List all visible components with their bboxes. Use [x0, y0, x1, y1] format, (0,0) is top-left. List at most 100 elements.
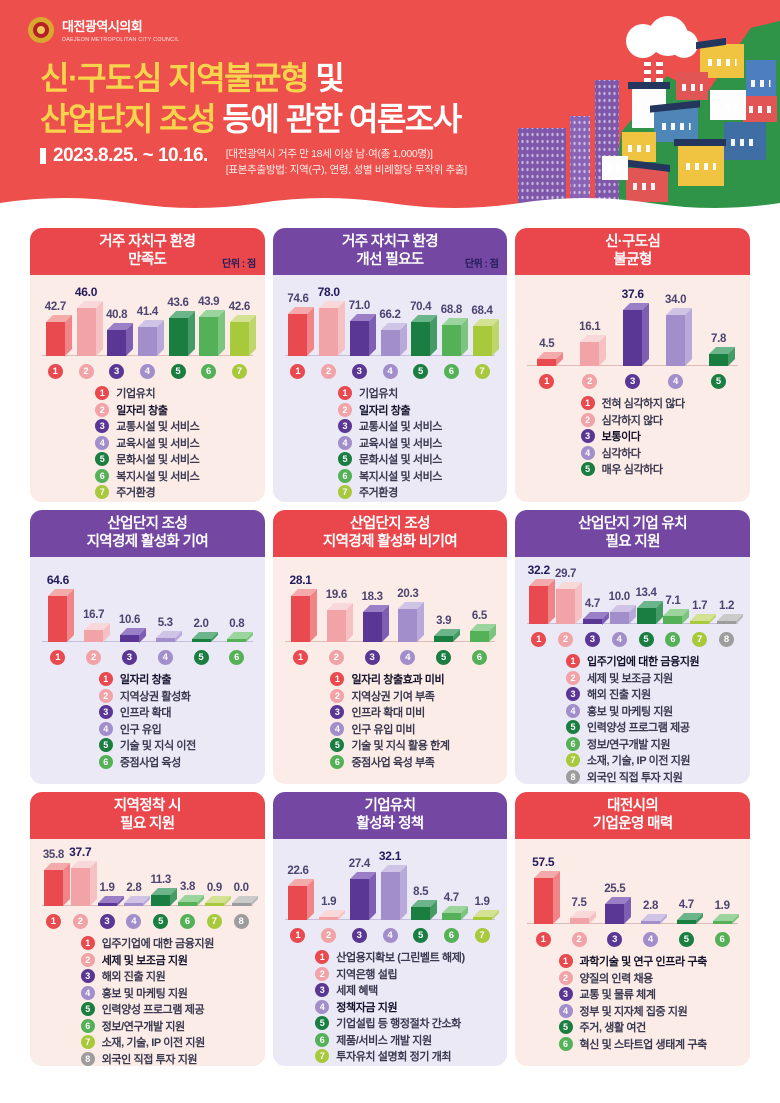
legend-item-label: 교육시설 및 서비스: [358, 437, 443, 450]
legend-item: 1 기업유치: [95, 386, 199, 400]
bar: [472, 910, 499, 920]
house-roof: [674, 139, 726, 146]
rank-badge: 3: [99, 914, 115, 929]
rank-badge: 4: [126, 914, 142, 929]
panel-header-industrial-complex-non-contribution: 산업단지 조성 지역경제 활성화 비기여: [272, 510, 508, 557]
bar: [472, 318, 499, 356]
rank-badge: 3: [351, 928, 367, 943]
legend-rank-badge: 6: [98, 754, 113, 769]
legend-rank-badge: 4: [330, 721, 345, 736]
bar-slot: 0.0 8: [228, 841, 258, 929]
legend-item: 4 홍보 및 마케팅 지원: [80, 985, 214, 1000]
bar-front: [288, 314, 308, 356]
bar-front: [137, 327, 157, 356]
bar-value-label: 78.0: [317, 285, 340, 299]
bar-value-label: 16.7: [83, 609, 105, 622]
legend-rank-badge: 2: [580, 412, 595, 427]
bar-slot: 64.6 1: [40, 559, 76, 665]
legend-item-label: 과학기술 및 연구 인프라 구축: [579, 956, 708, 968]
bar-slot: 4.7 6: [436, 841, 468, 943]
legend-item-label: 입주기업에 대한 금융지원: [101, 938, 215, 950]
bar-front: [580, 342, 600, 366]
legend-rank-badge: 4: [98, 721, 113, 736]
legend-rank-badge: 6: [566, 736, 581, 751]
bar-front: [605, 903, 625, 924]
legend-item: 2 일자리 창출: [337, 402, 442, 417]
bar-value-label: 7.1: [665, 594, 681, 607]
bar: [319, 301, 346, 356]
bar-chart-daejeon-business-appeal: 57.5 1 7.5 2 25.5 3 2.8 4 4.7 5 1.9 6: [515, 841, 750, 947]
unit-label: 단위 : 점: [222, 259, 256, 270]
legend-item: 7 소재, 기술, IP 이전 지원: [80, 1035, 214, 1049]
legend-item-label: 심각하지 않다: [601, 414, 663, 427]
bar-slot: 4.5 1: [525, 277, 568, 389]
bar-slot: 35.8 1: [40, 841, 70, 929]
rank-badge: 3: [109, 364, 125, 379]
bar-value-label: 41.4: [136, 306, 158, 319]
legend-rank-badge: 6: [558, 1036, 573, 1051]
bar-value-label: 46.0: [74, 285, 98, 299]
legend-item: 6 제품/서비스 개발 지원: [315, 1032, 464, 1047]
bar-slot: 4.7 5: [668, 841, 704, 947]
bar-value-label: 57.5: [532, 855, 555, 869]
legend-rank-badge: 4: [558, 1003, 573, 1018]
bar-slot: 40.8 3: [101, 277, 134, 379]
legend-rank-badge: 6: [337, 468, 352, 483]
panel-business-attraction-policy: 기업유치 활성화 정책 22.6 1 1.9 2 27.4 3 32.1 4 8.5 5 4.7 6 1.9…: [272, 792, 508, 1066]
bar-front: [349, 879, 369, 920]
bar-value-label: 20.3: [397, 587, 419, 600]
legend-item: 2 세제 및 보조금 지원: [566, 670, 699, 685]
bar-slot: 4.7 3: [579, 559, 609, 647]
bar-value-label: 37.7: [69, 845, 92, 859]
legend-item-label: 세제 및 보조금 지원: [101, 954, 188, 967]
bar-front: [168, 318, 188, 356]
legend-item: 3 세제 혜택: [315, 983, 464, 997]
house-roof: [628, 82, 670, 89]
bar-front: [556, 589, 576, 624]
bar-slot: 16.1 2: [568, 277, 611, 389]
bar-value-label: 43.6: [167, 297, 189, 309]
legend-rank-badge: 1: [98, 672, 113, 686]
legend-item-label: 투자유치 설명회 정기 개최: [336, 1051, 452, 1063]
legend-rank-badge: 5: [95, 452, 110, 466]
bar-value-label: 7.5: [571, 897, 587, 909]
bar-value-label: 13.4: [635, 587, 657, 600]
bar: [97, 896, 124, 906]
bar-value-label: 25.5: [604, 882, 626, 895]
bar-front: [319, 917, 339, 920]
chart-baseline: [284, 641, 496, 642]
legend-item: 4 인구 유입: [98, 721, 196, 736]
rank-badge: 3: [584, 632, 600, 647]
bar-slot: 46.0 2: [71, 277, 103, 379]
bar-slot: 1.9 6: [704, 841, 740, 947]
panel-title-line: 기업운영 매력: [592, 815, 673, 832]
bar-value-label: 2.8: [643, 900, 659, 912]
legend-item: 6 복지시설 및 서비스: [95, 468, 200, 483]
title-line2-highlight: 산업단지 조성: [40, 100, 217, 137]
bar-value-label: 32.2: [527, 563, 550, 577]
legend-rank-badge: 5: [330, 738, 345, 752]
rank-badge: 8: [719, 632, 735, 647]
bar-front: [70, 868, 90, 906]
legend-rank-badge: 4: [315, 999, 330, 1014]
bar-value-label: 0.9: [206, 882, 222, 894]
bar: [349, 313, 376, 356]
legend-rank-badge: 4: [337, 435, 352, 450]
bar: [380, 865, 407, 920]
bar-value-label: 10.0: [608, 591, 630, 604]
panel-header-daejeon-business-appeal: 대전시의 기업운영 매력: [515, 792, 750, 839]
bar: [43, 862, 70, 906]
rank-badge: 5: [413, 928, 429, 943]
bar-front: [45, 321, 65, 356]
panel-title-line: 만족도: [128, 251, 167, 268]
bar-value-label: 3.8: [180, 881, 196, 894]
rank-badge: 6: [201, 364, 217, 379]
rank-badge: 6: [665, 632, 681, 647]
org-name-english: DAEJEON METROPOLITAN CITY COUNCIL: [62, 37, 180, 43]
bar-slot: 32.2 1: [525, 559, 556, 647]
bar: [84, 623, 111, 642]
bar-slot: 66.2 4: [375, 277, 407, 379]
legend-rank-badge: 5: [580, 462, 595, 476]
bar-front: [48, 596, 68, 642]
rank-badge: 6: [229, 650, 245, 665]
